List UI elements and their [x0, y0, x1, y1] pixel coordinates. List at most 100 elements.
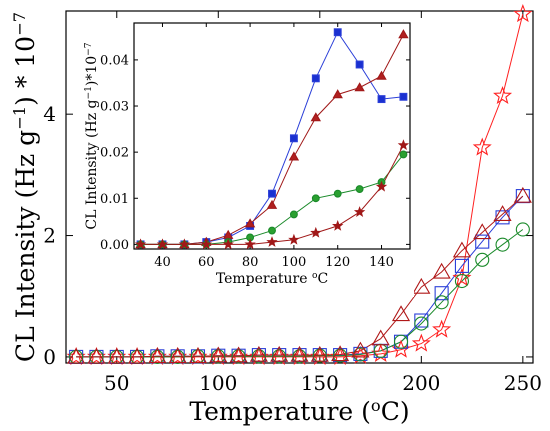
main-x-tick-label: 200: [402, 371, 440, 395]
inset-y-tick-label: 0.02: [100, 146, 129, 161]
inset-y-tick-label: 0.01: [100, 192, 129, 207]
inset-x-tick-label: 120: [325, 255, 350, 270]
inset-square-point: [355, 60, 364, 69]
inset-star-point: [156, 238, 169, 250]
main-triangle-point: [87, 347, 106, 364]
main-star-point: [391, 339, 411, 358]
inset-circle-point: [399, 150, 408, 159]
inset-star-point: [375, 180, 388, 192]
inset-y-tick-label: 0.03: [100, 100, 129, 115]
inset-star-point: [310, 226, 322, 238]
inset-y-tick-label: 0.00: [100, 238, 129, 253]
main-triangle-point: [67, 347, 86, 364]
inset-plot: 40 60 80 100 120 140 0.00 0.01 0.02 0.03 0.04 Tempe…: [84, 22, 411, 287]
inset-star-point: [353, 206, 366, 217]
main-square-point: [475, 234, 490, 249]
main-triangle-point: [473, 223, 492, 240]
inset-triangle-point: [310, 112, 322, 122]
main-circle-point: [454, 274, 469, 289]
main-triangle-point: [168, 347, 187, 363]
main-x-tick-label: 100: [199, 371, 237, 395]
inset-circle-point: [333, 189, 342, 198]
main-triangle-point: [290, 345, 309, 362]
inset-x-tick-label: 60: [198, 255, 215, 270]
inset-star-point: [178, 238, 191, 250]
main-square-point: [414, 313, 429, 328]
inset-star-point: [244, 238, 256, 250]
main-circle-point: [170, 349, 185, 364]
main-circle-point: [292, 349, 307, 364]
inset-triangle-point: [398, 29, 409, 39]
inset-star-point: [200, 238, 212, 250]
main-plot: 50 100 150 200 250 0 2 4 Temperature (oC) CL Inte…: [10, 4, 542, 427]
inset-square-point: [289, 134, 298, 143]
inset-circle-point: [311, 194, 320, 203]
main-circle-point: [211, 349, 226, 364]
main-triangle-point: [432, 262, 451, 279]
main-square-point: [434, 286, 449, 301]
inset-triangle-point: [266, 199, 278, 209]
inset-circle-point: [355, 185, 364, 193]
inset-square-point: [268, 189, 276, 198]
inset-plot-frame: [133, 22, 411, 250]
main-circle-point: [231, 349, 246, 364]
main-circle-point: [150, 349, 165, 364]
inset-x-tick-label: 80: [242, 255, 259, 270]
main-circle-point: [495, 237, 510, 252]
main-y-axis-label: CL Intensity (Hz g−1) * 10−7: [10, 12, 41, 362]
inset-triangle-point: [354, 82, 365, 92]
main-circle-point: [475, 252, 490, 267]
inset-triangle-point: [244, 218, 256, 228]
main-x-axis-label: Temperature (oC): [189, 396, 409, 427]
main-triangle-point: [391, 305, 411, 322]
main-star-point: [513, 4, 533, 23]
inset-x-tick-label: 100: [281, 255, 306, 270]
main-x-tick-label: 250: [504, 371, 542, 395]
main-triangle-point: [249, 345, 268, 362]
main-square-point: [454, 258, 469, 273]
main-circle-point: [312, 348, 327, 363]
main-y-tick-label: 0: [43, 345, 56, 369]
main-triangle-point: [127, 347, 147, 364]
inset-square-point: [311, 74, 320, 83]
main-star-point: [411, 333, 431, 352]
main-triangle-point: [493, 205, 512, 221]
main-triangle-point: [452, 241, 472, 258]
main-triangle-point: [107, 347, 126, 364]
main-circle-point: [272, 349, 287, 364]
inset-square-point: [333, 28, 342, 37]
inset-triangle-point: [376, 70, 387, 80]
main-circle-point: [333, 348, 348, 363]
main-triangle-point: [351, 341, 370, 358]
main-triangle-point: [412, 277, 431, 294]
inset-star-point: [397, 139, 410, 151]
inset-triangle-point: [332, 89, 343, 99]
main-x-tick-label: 50: [104, 371, 129, 395]
main-circle-point: [434, 295, 449, 310]
inset-x-axis-label: Temperature oC: [216, 271, 328, 287]
main-triangle-point: [331, 345, 350, 362]
main-triangle-point: [310, 345, 329, 362]
inset-star-point: [332, 219, 344, 231]
inset-star-point: [266, 236, 278, 247]
inset-square-point: [377, 95, 386, 104]
main-circle-point: [393, 334, 409, 349]
inset-x-tick-label: 140: [369, 255, 394, 270]
main-star-point: [472, 137, 492, 156]
main-circle-point: [515, 222, 530, 237]
main-triangle-point: [188, 347, 208, 363]
main-x-tick-label: 150: [301, 371, 339, 395]
inset-y-axis-label: CL Intensity (Hz g−1)*10−7: [84, 42, 100, 229]
inset-star-point: [222, 238, 234, 250]
main-star-point: [432, 319, 452, 338]
main-triangle-point: [270, 345, 289, 362]
inset-star-point: [134, 238, 147, 250]
main-triangle-point: [209, 346, 228, 363]
inset-y-tick-label: 0.04: [100, 53, 129, 68]
inset-triangle-point: [288, 151, 300, 161]
inset-circle-point: [268, 226, 276, 235]
inset-x-tick-label: 40: [154, 255, 171, 270]
main-triangle-point: [371, 329, 390, 346]
inset-square-point: [399, 92, 408, 101]
